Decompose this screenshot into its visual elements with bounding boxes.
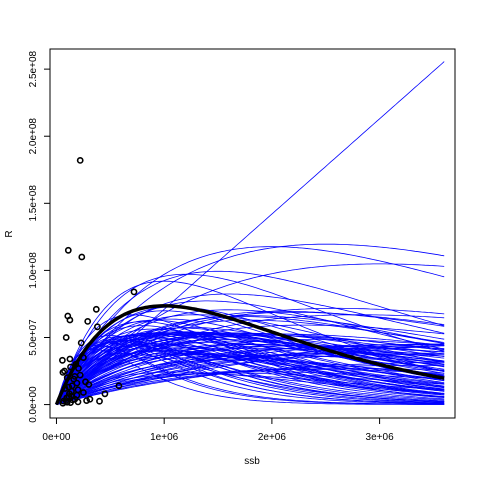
- observation-point: [66, 355, 74, 363]
- fitted-curve-layer: [54, 304, 445, 406]
- ensemble-curve: [56, 339, 445, 405]
- observation-point: [71, 395, 79, 403]
- observation-point: [73, 379, 81, 387]
- observation-point: [130, 288, 138, 296]
- ensemble-curve: [56, 319, 445, 405]
- y-tick-label: 2.5e+08: [28, 50, 39, 87]
- ensemble-curve: [56, 270, 445, 405]
- ensemble-curve: [56, 246, 445, 405]
- observation-point: [94, 323, 101, 331]
- ensemble-curve: [56, 373, 445, 405]
- observation-point: [83, 397, 90, 404]
- observation-point: [76, 156, 84, 164]
- y-tick-label: 5.0e+07: [28, 319, 39, 356]
- observation-point: [77, 339, 85, 347]
- ensemble-curve: [56, 335, 445, 405]
- ensemble-curve: [56, 346, 445, 405]
- observation-point: [63, 374, 71, 382]
- observation-point: [75, 364, 82, 372]
- x-tick-label: 3e+06: [366, 432, 395, 443]
- ensemble-curves: [56, 61, 445, 405]
- ensemble-curve: [56, 332, 445, 405]
- observation-point: [59, 399, 67, 407]
- observation-point: [62, 334, 70, 341]
- observation-point: [59, 368, 67, 376]
- observation-point: [84, 317, 92, 325]
- ensemble-curve: [56, 334, 445, 405]
- x-tick-label: 0e+00: [42, 432, 71, 443]
- y-tick-label: 2.0e+08: [28, 118, 39, 155]
- observation-point: [80, 354, 87, 361]
- ensemble-curve: [56, 347, 445, 405]
- observation-point: [115, 382, 123, 390]
- observation-point: [101, 390, 109, 398]
- ensemble-curve: [56, 331, 445, 405]
- fitted-curve: [54, 304, 445, 406]
- y-axis: 0.0e+00 5.0e+07 1.0e+08 1.5e+08 2.0e+08 2.5e+…: [28, 50, 51, 423]
- observation-point: [96, 397, 103, 405]
- observation-point: [78, 253, 86, 261]
- observation-point: [85, 381, 93, 388]
- ensemble-curve: [56, 333, 445, 405]
- ensemble-curve: [56, 341, 445, 405]
- ensemble-curve: [56, 243, 445, 405]
- observation-points: [59, 156, 138, 407]
- y-tick-label: 1.0e+08: [28, 252, 39, 289]
- observation-point: [61, 385, 69, 392]
- ensemble-curve: [56, 332, 445, 405]
- observation-point: [64, 246, 72, 254]
- y-tick-label: 1.5e+08: [28, 185, 39, 222]
- observation-point: [67, 363, 74, 371]
- x-axis-label: ssb: [244, 456, 260, 467]
- ensemble-curve: [56, 333, 445, 405]
- ensemble-curve: [56, 332, 445, 405]
- ensemble-curve: [56, 342, 445, 405]
- x-axis: 0e+00 1e+06 2e+06 3e+06: [42, 417, 395, 443]
- x-tick-label: 1e+06: [150, 432, 179, 443]
- observation-point: [66, 316, 74, 324]
- ensemble-curve: [56, 309, 445, 405]
- observation-point: [71, 372, 79, 380]
- x-tick-label: 2e+06: [258, 432, 287, 443]
- observation-point: [86, 395, 94, 403]
- y-tick-label: 0.0e+00: [28, 386, 39, 423]
- observation-point: [80, 389, 87, 396]
- ensemble-curve: [56, 345, 445, 405]
- observation-point: [92, 305, 100, 313]
- observation-point: [59, 356, 66, 364]
- ensemble-curve: [56, 348, 445, 405]
- ensemble-curve: [56, 273, 445, 405]
- y-axis-label: R: [4, 230, 15, 237]
